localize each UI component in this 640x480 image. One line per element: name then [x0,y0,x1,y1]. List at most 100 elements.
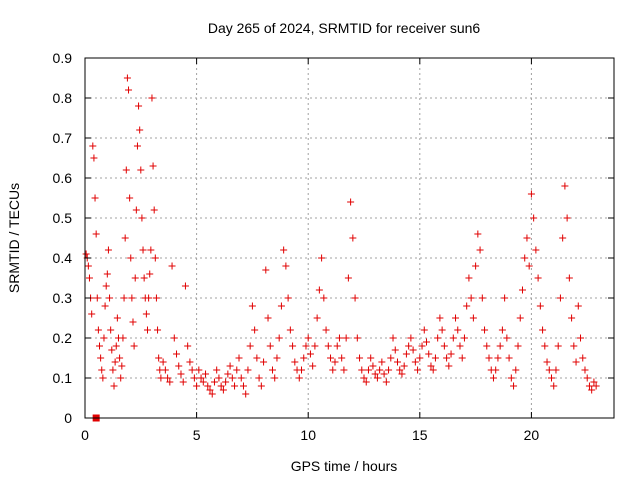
x-tick-label-2: 10 [300,427,316,443]
srmtid-point-177 [402,350,410,358]
srmtid-point-62 [151,254,159,262]
srmtid-point-87 [202,370,210,378]
srmtid-point-143 [327,354,335,362]
srmtid-point-120 [275,334,283,342]
srmtid-point-192 [436,314,444,322]
srmtid-point-210 [476,246,484,254]
srmtid-point-231 [523,234,531,242]
srmtid-point-149 [340,366,348,374]
srmtid-point-257 [581,366,589,374]
srmtid-point-173 [393,358,401,366]
srmtid-point-33 [119,334,127,342]
srmtid-point-129 [295,374,303,382]
srmtid-point-220 [498,326,506,334]
srmtid-point-197 [447,350,455,358]
srmtid-point-233 [527,190,535,198]
srmtid-point-57 [146,270,154,278]
srmtid-point-89 [206,386,214,394]
srmtid-point-86 [199,378,207,386]
srmtid-point-262 [592,382,600,390]
srmtid-point-179 [407,334,415,342]
srmtid-point-54 [142,310,150,318]
srmtid-point-138 [315,286,323,294]
srmtid-point-251 [568,314,576,322]
srmtid-point-160 [364,366,372,374]
chart-title: Day 265 of 2024, SRMTID for receiver sun… [208,20,481,36]
srmtid-point-144 [329,366,337,374]
srmtid-point-261 [590,378,598,386]
srmtid-point-142 [324,342,332,350]
srmtid-point-48 [136,126,144,134]
srmtid-point-254 [574,302,582,310]
y-tick-label-4: 0.4 [53,250,73,266]
srmtid-point-169 [385,366,393,374]
y-tick-label-9: 0.9 [53,50,73,66]
srmtid-point-30 [116,354,124,362]
srmtid-point-113 [260,358,268,366]
srmtid-point-85 [197,374,205,382]
srmtid-point-56 [145,294,153,302]
srmtid-point-64 [154,326,162,334]
srmtid-point-211 [478,294,486,302]
srmtid-point-178 [405,342,413,350]
srmtid-point-157 [358,366,366,374]
srmtid-point-146 [333,342,341,350]
srmtid-point-221 [501,294,509,302]
srmtid-point-95 [219,386,227,394]
srmtid-point-102 [235,354,243,362]
x-tick-label-0: 0 [81,427,89,443]
srmtid-point-196 [445,362,453,370]
srmtid-point-26 [111,358,119,366]
srmtid-point-241 [545,366,553,374]
srmtid-point-60 [149,162,157,170]
data-points [82,74,600,422]
srmtid-point-182 [414,366,422,374]
srmtid-point-75 [175,362,183,370]
srmtid-point-172 [391,346,399,354]
srmtid-point-72 [168,262,176,270]
y-axis-label: SRMTID / TECUs [6,183,22,293]
srmtid-point-10 [93,294,101,302]
srmtid-point-205 [465,274,473,282]
srmtid-point-37 [123,74,131,82]
srmtid-point-224 [507,374,515,382]
srmtid-point-42 [129,318,137,326]
srmtid-point-7 [90,154,98,162]
srmtid-point-84 [195,366,203,374]
srmtid-point-123 [282,262,290,270]
srmtid-point-28 [113,314,121,322]
srmtid-point-73 [170,334,178,342]
srmtid-point-246 [556,294,564,302]
plot-frame [84,57,615,419]
srmtid-point-212 [481,326,489,334]
srmtid-point-217 [492,366,500,374]
srmtid-point-68 [159,358,167,366]
srmtid-point-201 [456,342,464,350]
srmtid-point-23 [108,346,116,354]
srmtid-point-98 [226,362,234,370]
srmtid-point-59 [148,94,156,102]
srmtid-point-27 [112,342,120,350]
x-axis-label: GPS time / hours [291,458,398,474]
srmtid-point-183 [416,354,424,362]
srmtid-point-242 [548,374,556,382]
srmtid-point-15 [99,374,107,382]
srmtid-point-193 [438,326,446,334]
srmtid-point-232 [525,262,533,270]
srmtid-point-83 [193,382,201,390]
srmtid-point-36 [122,166,130,174]
axis-tick-labels: 0 0.1 0.2 0.3 0.4 0.5 0.6 0.7 0.8 0.9 0 5 10 15 20 [53,50,540,443]
srmtid-point-150 [342,334,350,342]
srmtid-point-190 [431,354,439,362]
srmtid-point-16 [100,334,108,342]
srmtid-point-163 [371,370,379,378]
srmtid-point-46 [133,142,141,150]
srmtid-point-111 [255,374,263,382]
srmtid-point-101 [233,366,241,374]
srmtid-point-74 [173,350,181,358]
srmtid-point-244 [552,366,560,374]
srmtid-point-117 [268,366,276,374]
srmtid-point-174 [396,366,404,374]
srmtid-point-219 [496,342,504,350]
srmtid-point-77 [179,378,187,386]
